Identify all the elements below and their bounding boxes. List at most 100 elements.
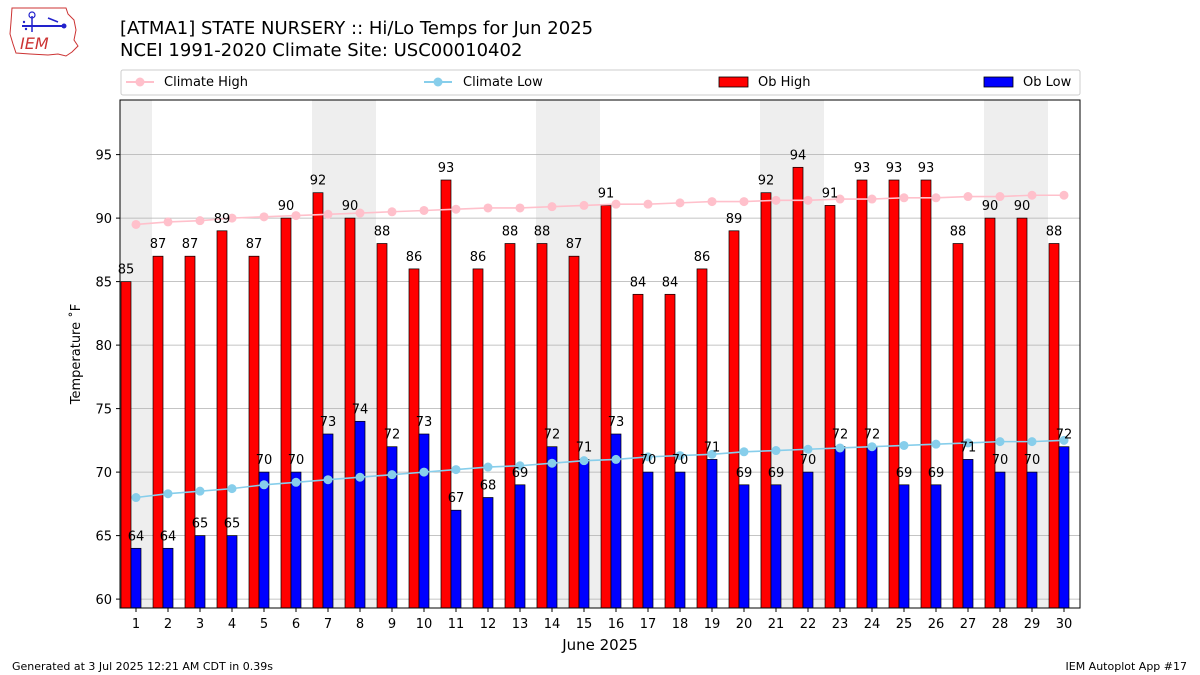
climate-low-point <box>579 456 589 466</box>
climate-low-point <box>611 454 621 464</box>
x-tick-label: 3 <box>196 617 204 632</box>
climate-high-point <box>515 203 525 213</box>
y-tick-label: 70 <box>95 466 112 481</box>
ob-high-value-label: 90 <box>982 199 999 214</box>
ob-high-value-label: 85 <box>118 263 135 278</box>
x-tick-label: 1 <box>132 617 140 632</box>
climate-high-point <box>1027 190 1037 200</box>
ob-high-bar <box>216 230 228 609</box>
y-tick-label: 80 <box>95 339 112 354</box>
climate-high-point <box>387 207 397 217</box>
ob-low-value-label: 70 <box>800 453 817 468</box>
logo-text: IEM <box>20 34 49 53</box>
ob-high-value-label: 93 <box>886 161 903 176</box>
climate-low-point <box>707 449 717 459</box>
x-tick-label: 2 <box>164 617 172 632</box>
ob-low-bar <box>258 471 270 609</box>
climate-high-point <box>579 200 589 210</box>
app-credit: IEM Autoplot App #17 <box>1065 660 1188 673</box>
x-tick-label: 4 <box>228 617 236 632</box>
ob-high-bar <box>792 166 804 609</box>
bar-value-labels: 85 87 87 89 87 90 92 90 88 86 93 86 88 88 87 91 84 84 86 89… <box>118 148 1073 544</box>
ob-low-bar <box>482 497 494 609</box>
ob-high-bar <box>440 179 452 609</box>
ob-high-bar <box>536 243 548 609</box>
ob-high-bar <box>920 179 932 609</box>
ob-high-value-label: 84 <box>662 275 679 290</box>
generated-timestamp: Generated at 3 Jul 2025 12:21 AM CDT in … <box>12 660 273 673</box>
ob-low-value-label: 69 <box>928 466 945 481</box>
ob-high-bar <box>728 230 740 609</box>
x-tick-label: 26 <box>928 617 945 632</box>
ob-low-value-label: 72 <box>544 428 561 443</box>
climate-low-point <box>1027 437 1037 447</box>
ob-low-bar <box>770 484 782 609</box>
climate-high-point <box>803 195 813 205</box>
x-tick-label: 13 <box>512 617 529 632</box>
climate-low-point <box>419 467 429 477</box>
ob-low-value-label: 72 <box>832 428 849 443</box>
climate-high-point <box>547 202 557 212</box>
climate-low-point <box>867 442 877 452</box>
ob-low-bar <box>706 459 718 609</box>
climate-high-point <box>707 197 717 207</box>
ob-low-value-label: 74 <box>352 402 369 417</box>
ob-low-value-label: 71 <box>576 440 593 455</box>
climate-high-point <box>323 209 333 219</box>
ob-low-value-label: 73 <box>416 415 433 430</box>
ob-low-bar <box>738 484 750 609</box>
x-tick-label: 23 <box>832 617 849 632</box>
climate-low-point <box>931 439 941 449</box>
ob-high-bar <box>856 179 868 609</box>
ob-high-value-label: 86 <box>470 250 487 265</box>
ob-high-value-label: 87 <box>182 237 199 252</box>
y-tick-label: 65 <box>95 530 112 545</box>
ob-high-bar <box>280 217 292 609</box>
x-tick-label: 20 <box>736 617 753 632</box>
climate-low-point <box>739 447 749 457</box>
ob-low-bar <box>834 446 846 609</box>
chart-subtitle: NCEI 1991-2020 Climate Site: USC00010402 <box>120 40 523 61</box>
chart-title: [ATMA1] STATE NURSERY :: Hi/Lo Temps for… <box>120 18 594 39</box>
x-tick-label: 30 <box>1056 617 1073 632</box>
climate-low-point <box>195 486 205 496</box>
ob-high-value-label: 93 <box>918 161 935 176</box>
ob-high-value-label: 90 <box>278 199 295 214</box>
ob-low-value-label: 69 <box>768 466 785 481</box>
climate-high-point <box>131 219 141 229</box>
ob-low-value-label: 73 <box>320 415 337 430</box>
ob-high-value-label: 91 <box>822 186 839 201</box>
climate-low-point <box>451 465 461 475</box>
ob-high-bar <box>408 268 420 609</box>
legend-label-climate-high: Climate High <box>164 75 248 90</box>
climate-high-point <box>291 211 301 221</box>
legend-label-ob-low: Ob Low <box>1023 75 1072 90</box>
x-tick-label: 25 <box>896 617 913 632</box>
ob-low-value-label: 70 <box>1024 453 1041 468</box>
ob-low-bar <box>674 471 686 609</box>
x-tick-label: 16 <box>608 617 625 632</box>
climate-high-point <box>963 192 973 202</box>
ob-low-bar <box>802 471 814 609</box>
ob-low-bar <box>1058 446 1070 609</box>
ob-high-value-label: 92 <box>310 174 327 189</box>
climate-low-point <box>675 451 685 461</box>
ob-high-value-label: 84 <box>630 275 647 290</box>
ob-low-value-label: 64 <box>160 529 177 544</box>
ob-low-value-label: 73 <box>608 415 625 430</box>
climate-high-point <box>739 197 749 207</box>
climate-high-point <box>483 203 493 213</box>
ob-low-bar <box>418 433 430 609</box>
x-tick-label: 7 <box>324 617 332 632</box>
ob-high-value-label: 93 <box>438 161 455 176</box>
ob-low-value-label: 71 <box>960 440 977 455</box>
ob-low-value-label: 72 <box>1056 428 1073 443</box>
ob-low-bar <box>290 471 302 609</box>
ob-high-value-label: 90 <box>1014 199 1031 214</box>
ob-high-bar <box>184 255 196 609</box>
x-tick-label: 14 <box>544 617 561 632</box>
ob-high-value-label: 93 <box>854 161 871 176</box>
ob-low-bar <box>1026 471 1038 609</box>
ob-high-bar <box>824 205 836 609</box>
weather-station-icon <box>22 11 67 32</box>
